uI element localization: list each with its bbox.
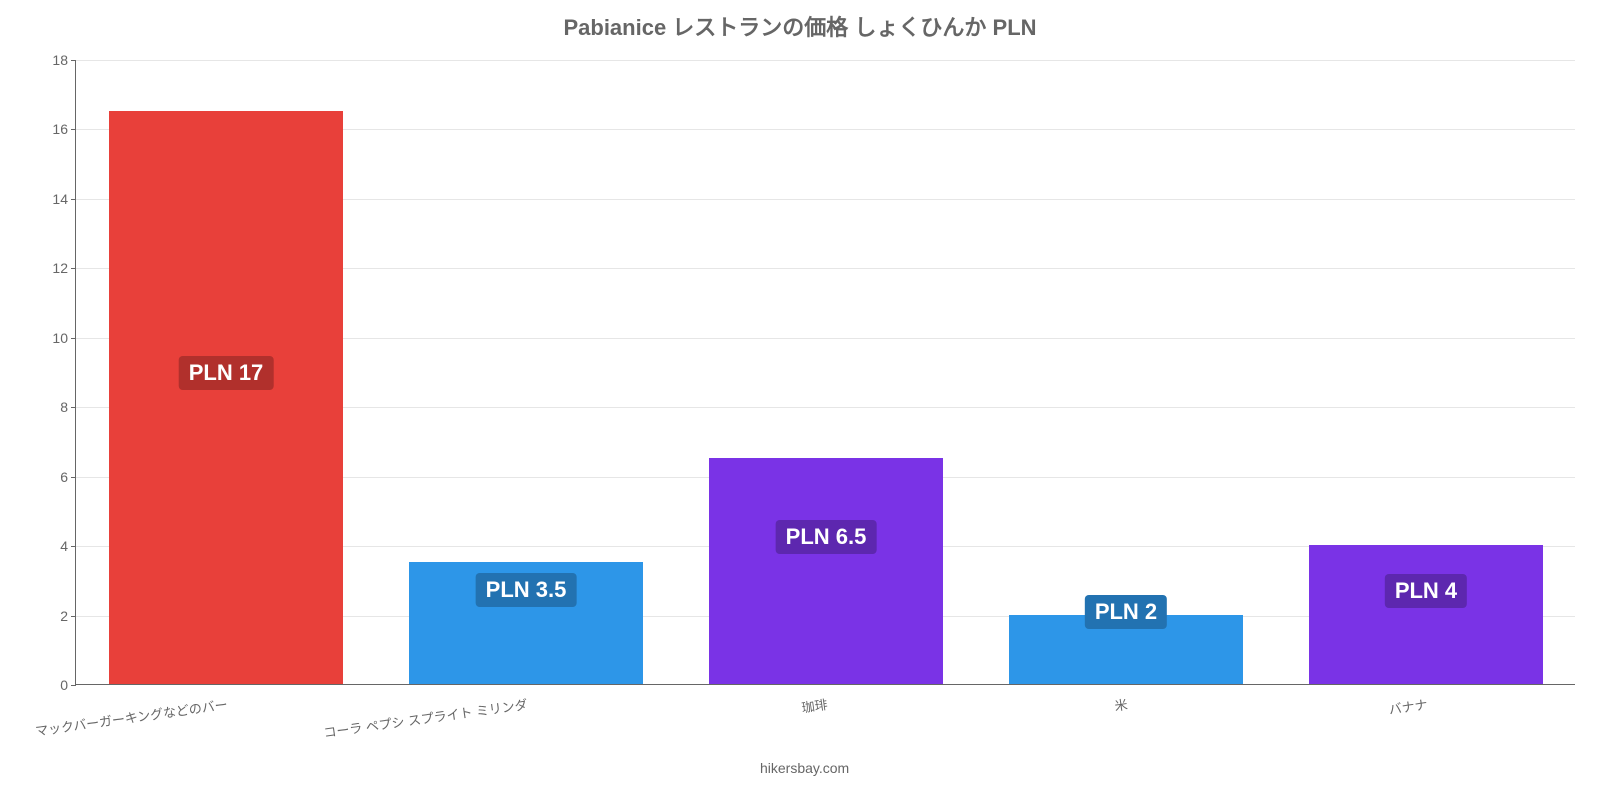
ytick-mark xyxy=(71,338,76,339)
ytick-label: 12 xyxy=(52,260,68,276)
ytick-label: 16 xyxy=(52,121,68,137)
ytick-mark xyxy=(71,60,76,61)
ytick-mark xyxy=(71,616,76,617)
ytick-mark xyxy=(71,685,76,686)
ytick-mark xyxy=(71,268,76,269)
ytick-mark xyxy=(71,477,76,478)
chart-title: Pabianice レストランの価格 しょくひんか PLN xyxy=(0,10,1600,42)
ytick-label: 0 xyxy=(60,677,68,693)
plot-area: 024681012141618PLN 17マックバーガーキングなどのバーPLN … xyxy=(75,60,1575,685)
xtick-label: マックバーガーキングなどのバー xyxy=(34,694,229,740)
xtick-label: 珈琲 xyxy=(800,694,828,716)
ytick-label: 8 xyxy=(60,399,68,415)
gridline xyxy=(76,60,1575,61)
bar-value-label: PLN 4 xyxy=(1385,574,1467,608)
xtick-label: 米 xyxy=(1113,694,1129,715)
attribution-text: hikersbay.com xyxy=(760,760,849,776)
ytick-label: 18 xyxy=(52,52,68,68)
ytick-mark xyxy=(71,407,76,408)
ytick-mark xyxy=(71,199,76,200)
xtick-label: コーラ ペプシ スプライト ミリンダ xyxy=(322,694,528,741)
ytick-label: 14 xyxy=(52,191,68,207)
price-bar-chart: Pabianice レストランの価格 しょくひんか PLN 0246810121… xyxy=(0,0,1600,800)
bar xyxy=(109,111,343,684)
ytick-label: 10 xyxy=(52,330,68,346)
bar-value-label: PLN 6.5 xyxy=(776,520,877,554)
xtick-label: バナナ xyxy=(1387,694,1428,718)
ytick-mark xyxy=(71,546,76,547)
ytick-label: 4 xyxy=(60,538,68,554)
bar xyxy=(709,458,943,684)
ytick-label: 2 xyxy=(60,608,68,624)
bar-value-label: PLN 17 xyxy=(179,356,274,390)
bar xyxy=(1309,545,1543,684)
ytick-label: 6 xyxy=(60,469,68,485)
ytick-mark xyxy=(71,129,76,130)
bar-value-label: PLN 2 xyxy=(1085,595,1167,629)
bar-value-label: PLN 3.5 xyxy=(476,573,577,607)
